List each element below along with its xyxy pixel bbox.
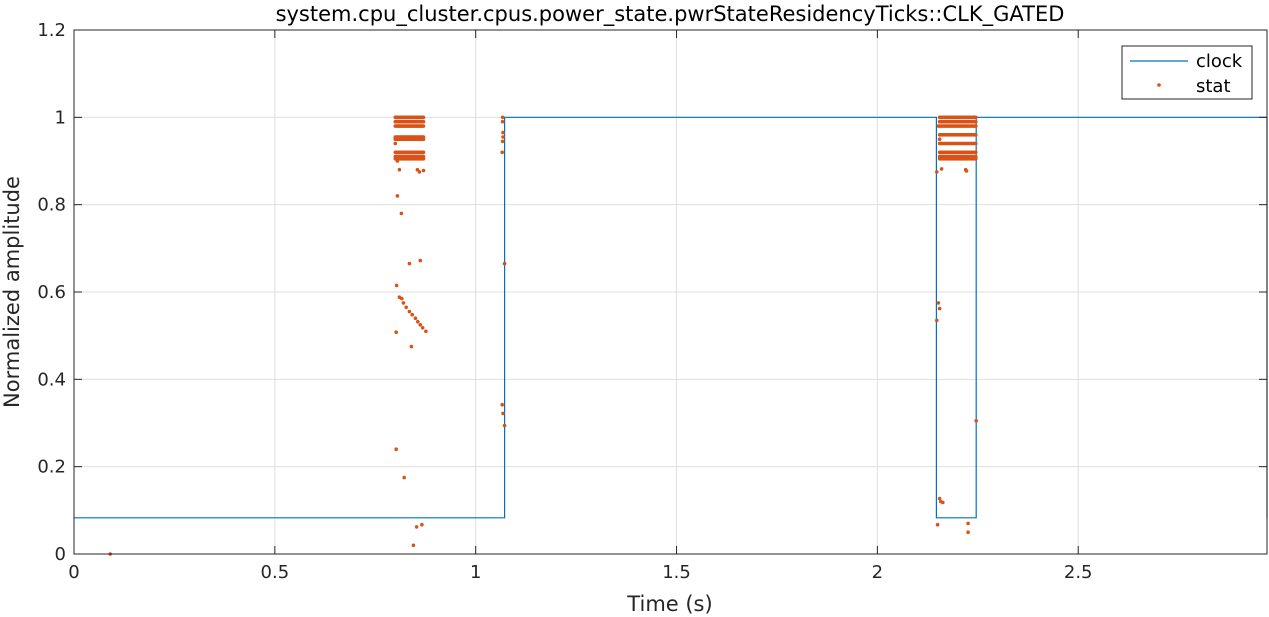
stat-point: [413, 316, 418, 321]
stat-point: [502, 423, 507, 428]
x-tick-label: 0: [68, 562, 79, 583]
stat-point: [394, 447, 399, 452]
stat-point: [401, 301, 406, 305]
stat-point: [941, 500, 945, 505]
stat-point: [974, 124, 978, 128]
stat-point: [939, 167, 944, 171]
stat-point: [966, 530, 970, 534]
stat-point: [500, 150, 505, 155]
stat-point: [974, 119, 978, 124]
stat-point: [974, 133, 978, 137]
stat-point: [421, 157, 426, 161]
legend: clock stat: [1121, 45, 1253, 100]
stat-point: [421, 115, 426, 120]
stat-point: [393, 141, 398, 146]
stat-point: [421, 119, 426, 124]
stat-point: [400, 296, 404, 301]
x-tick-label: 2: [872, 562, 883, 583]
legend-entry-stat: stat: [1196, 76, 1231, 97]
stat-point: [421, 168, 426, 173]
stat-point: [974, 141, 978, 146]
stat-point: [935, 170, 939, 174]
stat-point: [936, 124, 941, 128]
stat-point: [414, 525, 419, 529]
series-clock-line: [74, 116, 1268, 519]
stat-point: [411, 543, 416, 548]
stat-point: [500, 402, 505, 407]
x-tick-label: 1.5: [662, 562, 691, 583]
stat-point: [937, 496, 942, 501]
stat-point: [974, 419, 978, 423]
stat-point: [402, 475, 407, 480]
stat-point: [974, 115, 978, 120]
stat-point: [964, 169, 969, 173]
stat-point: [502, 261, 507, 266]
stat-point: [420, 522, 424, 527]
stat-point: [394, 283, 399, 288]
y-tick-label: 0.2: [37, 457, 66, 478]
stat-point: [501, 135, 505, 139]
stat-point: [393, 137, 398, 141]
stat-point: [966, 521, 970, 526]
stat-point: [399, 211, 404, 216]
y-tick-label: 0: [55, 544, 66, 565]
stat-point: [500, 115, 505, 120]
stat-point: [937, 306, 942, 311]
stat-point: [394, 330, 399, 335]
stat-point: [395, 159, 400, 163]
stat-point: [935, 318, 939, 323]
stat-point: [397, 167, 402, 172]
legend-entry-clock: clock: [1196, 51, 1243, 72]
stat-point: [974, 157, 978, 161]
stat-point: [939, 141, 943, 146]
y-tick-label: 0.8: [37, 195, 66, 216]
y-tick-label: 1: [55, 107, 66, 128]
stat-point: [418, 323, 423, 327]
chart-title: system.cpu_cluster.cpus.power_state.pwrS…: [276, 2, 1065, 27]
stat-point: [500, 139, 505, 144]
stat-point: [935, 522, 940, 527]
stat-point: [974, 150, 978, 155]
y-tick-label: 1.2: [37, 20, 66, 41]
stat-point: [421, 150, 426, 155]
stat-point: [416, 319, 420, 324]
stat-point: [418, 258, 423, 263]
stat-point: [404, 305, 409, 310]
stat-point: [395, 194, 400, 198]
y-tick-label: 0.4: [37, 369, 66, 390]
stat-point: [407, 261, 412, 266]
legend-box: [1121, 45, 1253, 100]
stat-point: [421, 137, 426, 141]
stat-point: [939, 150, 944, 155]
stat-point: [407, 309, 412, 314]
stat-point: [417, 170, 422, 174]
stat-point: [410, 312, 415, 317]
x-axis-label: Time (s): [626, 592, 712, 616]
ticks-layer: 0 0.5 1 1.5 2 2.5 0 0.2 0.4 0.6 0.8 1 1.2: [37, 20, 1267, 583]
series-layer: [74, 115, 1268, 556]
y-tick-label: 0.6: [37, 282, 66, 303]
stat-point: [501, 411, 505, 416]
x-tick-label: 2.5: [1064, 562, 1093, 583]
stat-point: [409, 344, 414, 349]
stat-point: [424, 329, 428, 334]
stat-point: [421, 124, 426, 128]
y-axis-label: Normalized amplitude: [0, 176, 24, 408]
stat-point: [501, 130, 505, 135]
stat-point: [937, 137, 942, 141]
stat-point: [500, 119, 505, 124]
x-tick-label: 1: [470, 562, 481, 583]
stat-point: [936, 301, 941, 305]
x-tick-label: 0.5: [261, 562, 290, 583]
stat-point: [420, 326, 425, 330]
legend-swatch-stat: [1157, 83, 1161, 87]
